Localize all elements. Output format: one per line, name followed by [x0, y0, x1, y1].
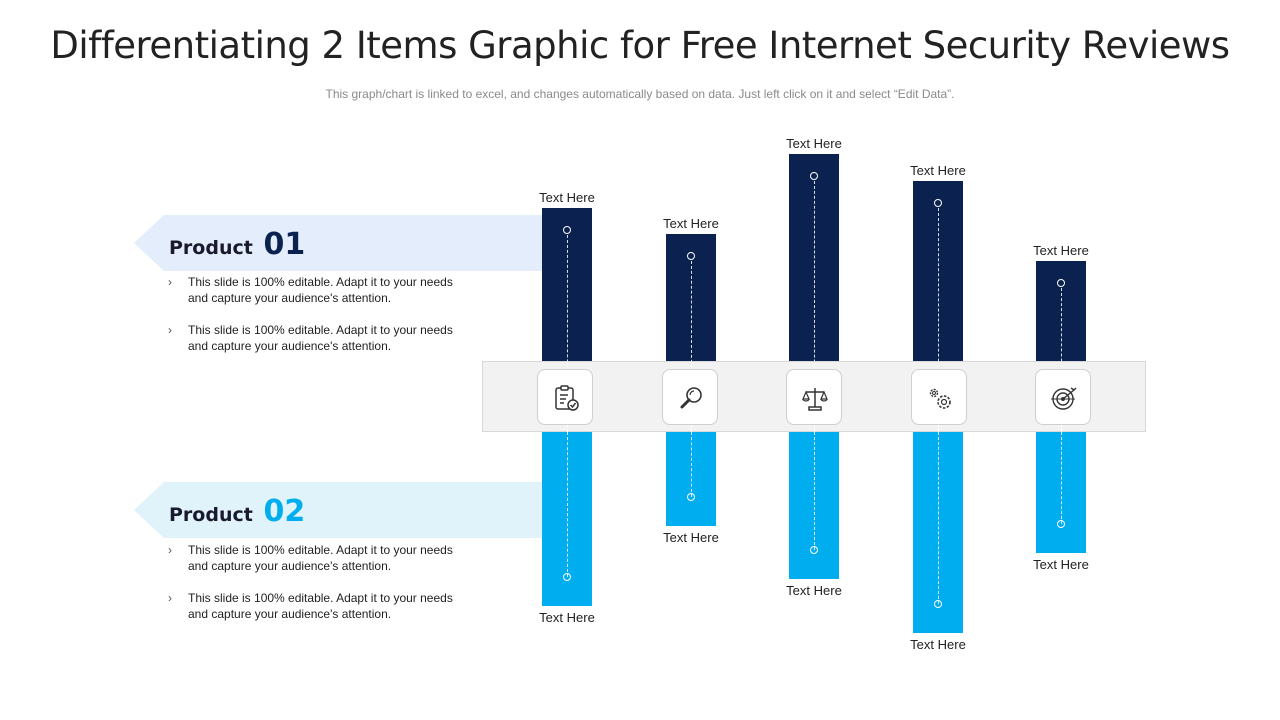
bar-marker [687, 252, 695, 260]
bar-label-product-02-1: Text Here [539, 610, 595, 625]
list-item: › This slide is 100% editable. Adapt it … [168, 590, 468, 622]
bar-guide-line [814, 181, 815, 432]
bar-guide-line [691, 432, 692, 497]
product-01-title: Product 01 [169, 227, 305, 262]
product-02-number: 02 [263, 494, 306, 529]
scale-icon-box [786, 369, 842, 425]
bullet-text: This slide is 100% editable. Adapt it to… [188, 543, 453, 573]
bar-guide-line [1061, 288, 1062, 432]
bar-label-product-02-2: Text Here [663, 530, 719, 545]
bar-product-01-2 [666, 234, 716, 432]
bar-label-product-01-2: Text Here [663, 216, 719, 231]
list-item: › This slide is 100% editable. Adapt it … [168, 542, 468, 574]
bar-product-02-5 [1036, 432, 1086, 553]
bar-marker [810, 172, 818, 180]
bar-marker [1057, 520, 1065, 528]
product-01-bullets: › This slide is 100% editable. Adapt it … [168, 274, 468, 370]
bar-guide-line [938, 208, 939, 432]
bar-label-product-02-3: Text Here [786, 583, 842, 598]
bar-marker [934, 600, 942, 608]
bar-guide-line [938, 432, 939, 604]
page-title: Differentiating 2 Items Graphic for Free… [50, 24, 1230, 67]
bar-label-product-02-4: Text Here [910, 637, 966, 652]
bar-marker [563, 226, 571, 234]
scale-icon [802, 388, 828, 411]
bar-label-product-01-5: Text Here [1033, 243, 1089, 258]
gears-icon-box [911, 369, 967, 425]
product-01-number: 01 [263, 227, 306, 262]
product-01-header: Product 01 [134, 215, 554, 271]
bullet-text: This slide is 100% editable. Adapt it to… [188, 323, 453, 353]
bar-product-02-4 [913, 432, 963, 633]
bar-marker [1057, 279, 1065, 287]
bar-marker [810, 546, 818, 554]
gears-icon [929, 388, 951, 409]
bar-marker [687, 493, 695, 501]
bar-product-01-1 [542, 208, 592, 432]
list-item: › This slide is 100% editable. Adapt it … [168, 322, 468, 354]
product-02-label: Product [169, 504, 253, 526]
bar-product-01-4 [913, 181, 963, 432]
magnifier-icon [680, 387, 702, 409]
chevron-right-icon: › [168, 543, 172, 557]
chevron-right-icon: › [168, 275, 172, 289]
magnifier-icon-box [662, 369, 718, 425]
product-02-bullets: › This slide is 100% editable. Adapt it … [168, 542, 468, 638]
bar-guide-line [814, 432, 815, 550]
chevron-right-icon: › [168, 323, 172, 337]
bar-marker [563, 573, 571, 581]
product-02-header: Product 02 [134, 482, 554, 538]
product-01-arrow-shape [134, 215, 554, 271]
bar-product-02-2 [666, 432, 716, 526]
bar-product-02-1 [542, 432, 592, 606]
bar-guide-line [567, 432, 568, 577]
chevron-right-icon: › [168, 591, 172, 605]
clipboard-check-icon [555, 385, 579, 411]
bar-guide-line [1061, 432, 1062, 524]
product-02-arrow-shape [134, 482, 554, 538]
bar-label-product-01-1: Text Here [539, 190, 595, 205]
product-02-title: Product 02 [169, 494, 305, 529]
bar-marker [934, 199, 942, 207]
target-icon [1051, 387, 1077, 410]
bar-product-01-3 [789, 154, 839, 432]
bar-guide-line [567, 235, 568, 432]
target-icon-box [1035, 369, 1091, 425]
bar-label-product-02-5: Text Here [1033, 557, 1089, 572]
bullet-text: This slide is 100% editable. Adapt it to… [188, 591, 453, 621]
bar-guide-line [691, 261, 692, 432]
page-subtitle: This graph/chart is linked to excel, and… [325, 87, 955, 101]
bullet-text: This slide is 100% editable. Adapt it to… [188, 275, 453, 305]
clipboard-check-icon-box [537, 369, 593, 425]
bar-label-product-01-4: Text Here [910, 163, 966, 178]
bar-label-product-01-3: Text Here [786, 136, 842, 151]
product-01-label: Product [169, 237, 253, 259]
bar-product-02-3 [789, 432, 839, 579]
list-item: › This slide is 100% editable. Adapt it … [168, 274, 468, 306]
bar-product-01-5 [1036, 261, 1086, 432]
